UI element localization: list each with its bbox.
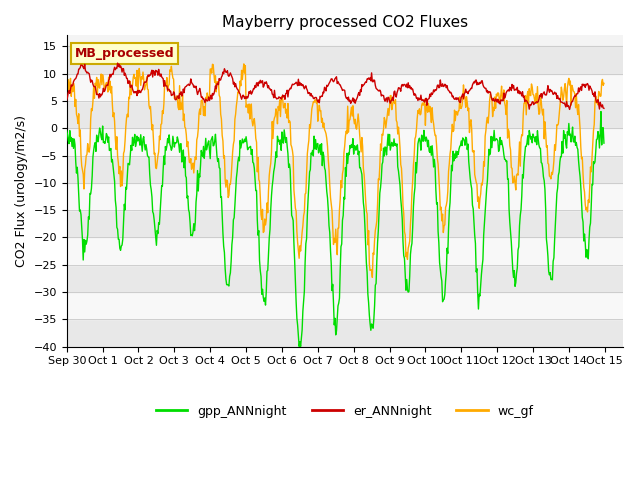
Text: MB_processed: MB_processed <box>75 47 175 60</box>
Bar <box>67 101 623 128</box>
Bar <box>67 73 623 101</box>
Y-axis label: CO2 Flux (urology/m2/s): CO2 Flux (urology/m2/s) <box>15 115 28 267</box>
Bar <box>67 319 623 347</box>
Bar <box>67 156 623 183</box>
Bar <box>67 46 623 73</box>
Bar <box>67 183 623 210</box>
Title: Mayberry processed CO2 Fluxes: Mayberry processed CO2 Fluxes <box>221 15 468 30</box>
Bar <box>67 210 623 238</box>
Bar <box>67 292 623 319</box>
Bar <box>67 265 623 292</box>
Bar <box>67 238 623 265</box>
Bar <box>67 128 623 156</box>
Legend: gpp_ANNnight, er_ANNnight, wc_gf: gpp_ANNnight, er_ANNnight, wc_gf <box>151 400 538 423</box>
